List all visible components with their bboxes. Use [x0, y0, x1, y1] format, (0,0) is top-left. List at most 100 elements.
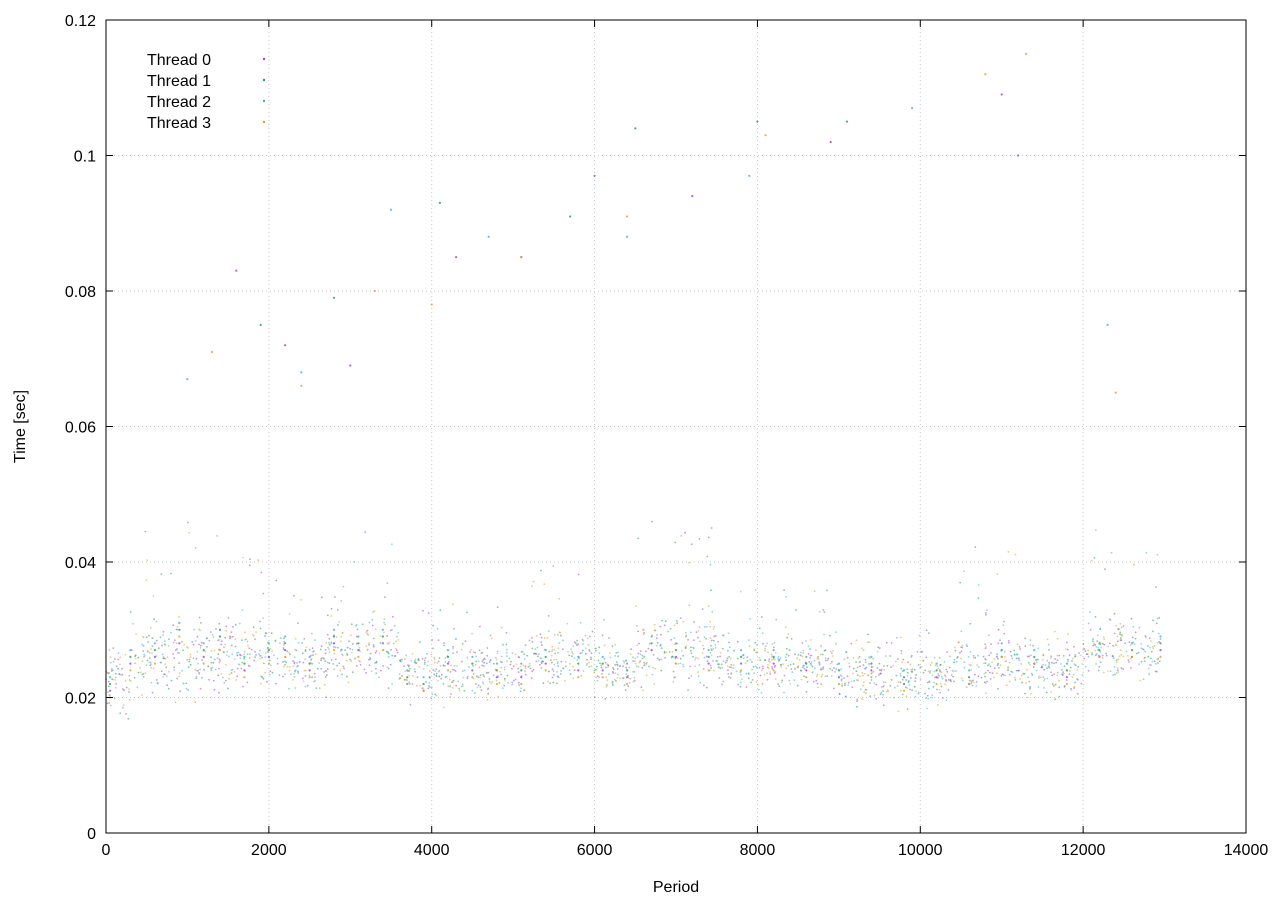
data-point — [920, 665, 923, 668]
data-point — [422, 609, 424, 612]
data-point — [170, 679, 173, 682]
data-point — [652, 654, 655, 656]
data-point — [491, 637, 493, 640]
data-point — [115, 665, 118, 668]
data-point — [880, 691, 883, 694]
data-point — [1112, 644, 1114, 647]
data-point — [365, 645, 367, 648]
data-point — [863, 667, 866, 670]
data-point — [264, 656, 267, 658]
data-point — [739, 590, 742, 593]
data-point — [372, 644, 375, 646]
data-point — [118, 673, 120, 676]
data-point — [475, 675, 478, 678]
data-point — [214, 668, 217, 671]
data-point — [332, 296, 336, 299]
data-point — [435, 668, 438, 671]
data-point — [264, 634, 267, 637]
data-point — [207, 665, 210, 668]
data-point — [429, 686, 431, 689]
data-point — [134, 657, 137, 660]
data-point — [288, 669, 291, 672]
data-point — [808, 661, 811, 663]
data-point — [1046, 677, 1049, 680]
data-point — [240, 667, 243, 670]
data-point — [274, 640, 277, 642]
data-point — [187, 647, 189, 649]
data-point — [293, 676, 296, 678]
data-point — [428, 685, 430, 687]
data-point — [953, 680, 955, 683]
data-point — [319, 648, 322, 651]
data-point — [728, 676, 730, 678]
data-point — [703, 636, 706, 638]
data-point — [867, 641, 869, 644]
data-point — [357, 635, 360, 638]
data-point — [449, 685, 452, 687]
data-point — [880, 686, 883, 689]
data-point — [705, 655, 708, 658]
data-point — [472, 677, 475, 680]
data-point — [855, 661, 857, 663]
data-point — [790, 638, 793, 640]
data-point — [478, 649, 481, 652]
data-point — [350, 660, 353, 662]
data-point — [1037, 686, 1040, 688]
data-point — [332, 649, 336, 652]
data-point — [1073, 663, 1076, 666]
data-point — [611, 682, 614, 685]
data-point — [868, 656, 870, 658]
data-point — [594, 647, 597, 650]
data-point — [762, 665, 764, 668]
y-axis-label: Time [sec] — [12, 390, 29, 463]
data-point — [517, 667, 520, 670]
data-point — [451, 687, 454, 689]
data-point — [880, 668, 883, 671]
data-point — [614, 643, 617, 646]
data-point — [145, 636, 148, 638]
data-point — [440, 673, 443, 676]
data-point — [956, 656, 959, 658]
data-point — [1093, 556, 1096, 559]
data-point — [784, 656, 787, 658]
data-point — [746, 659, 749, 662]
data-point — [720, 663, 723, 666]
data-point — [325, 641, 327, 644]
data-point — [604, 698, 607, 700]
data-point — [680, 535, 683, 537]
data-point — [181, 641, 183, 643]
data-point — [984, 675, 986, 678]
data-point — [482, 658, 485, 661]
data-point — [567, 650, 569, 653]
data-point — [1112, 657, 1115, 659]
data-point — [717, 663, 719, 666]
data-point — [995, 672, 998, 674]
data-point — [201, 676, 203, 679]
data-point — [197, 662, 199, 665]
data-point — [258, 653, 260, 655]
data-point — [917, 664, 920, 666]
data-point — [703, 625, 706, 628]
data-point — [182, 682, 185, 685]
data-point — [939, 691, 942, 694]
data-point — [210, 350, 213, 354]
data-point — [148, 634, 150, 637]
data-point — [1065, 682, 1068, 686]
data-point — [623, 661, 626, 664]
data-point — [334, 646, 337, 649]
data-point — [216, 535, 219, 537]
data-point — [404, 658, 406, 660]
data-point — [767, 667, 770, 670]
data-point — [433, 658, 436, 661]
data-point — [577, 669, 580, 672]
data-point — [643, 661, 645, 664]
data-point — [519, 690, 522, 693]
data-point — [799, 669, 802, 672]
data-point — [433, 673, 436, 676]
data-point — [225, 664, 227, 666]
data-point — [1128, 661, 1130, 663]
data-point — [453, 664, 456, 667]
data-point — [805, 655, 808, 659]
data-point — [1026, 655, 1029, 658]
data-point — [1028, 662, 1030, 664]
